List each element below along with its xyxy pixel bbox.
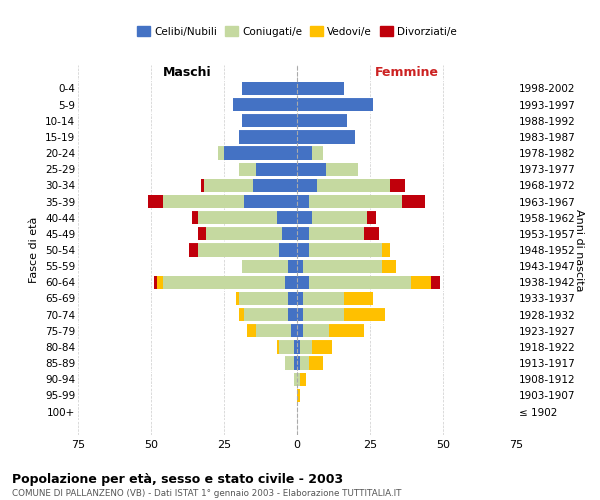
Bar <box>163 195 244 208</box>
Bar <box>344 308 385 321</box>
Bar <box>244 195 297 208</box>
Bar <box>288 292 297 305</box>
Bar <box>364 227 379 240</box>
Bar <box>297 389 300 402</box>
Bar <box>308 195 402 208</box>
Bar <box>200 179 203 192</box>
Bar <box>286 276 297 289</box>
Bar <box>203 179 253 192</box>
Bar <box>308 356 323 370</box>
Bar <box>277 340 280 353</box>
Bar <box>244 308 288 321</box>
Bar <box>308 244 382 256</box>
Bar <box>402 195 425 208</box>
Y-axis label: Anni di nascita: Anni di nascita <box>574 209 584 291</box>
Bar <box>206 227 283 240</box>
Bar <box>218 146 224 160</box>
Bar <box>198 244 280 256</box>
Bar <box>297 372 300 386</box>
Text: Maschi: Maschi <box>163 66 212 78</box>
Bar <box>431 276 440 289</box>
Text: COMUNE DI PALLANZENO (VB) - Dati ISTAT 1° gennaio 2003 - Elaborazione TUTTITALIA: COMUNE DI PALLANZENO (VB) - Dati ISTAT 1… <box>12 489 401 498</box>
Legend: Celibi/Nubili, Coniugati/e, Vedovi/e, Divorziati/e: Celibi/Nubili, Coniugati/e, Vedovi/e, Di… <box>133 22 461 40</box>
Bar <box>297 292 303 305</box>
Bar <box>382 244 391 256</box>
Bar <box>303 324 329 338</box>
Bar <box>256 162 297 176</box>
Bar <box>148 195 163 208</box>
Bar <box>297 179 317 192</box>
Bar <box>242 260 288 273</box>
Bar <box>280 340 294 353</box>
Bar <box>157 276 163 289</box>
Text: Femmine: Femmine <box>374 66 439 78</box>
Bar <box>294 356 297 370</box>
Bar <box>239 130 297 143</box>
Bar <box>411 276 431 289</box>
Bar <box>300 356 308 370</box>
Bar <box>297 260 303 273</box>
Bar <box>311 211 367 224</box>
Bar <box>253 179 297 192</box>
Bar <box>297 340 300 353</box>
Bar <box>317 179 391 192</box>
Bar <box>280 244 297 256</box>
Y-axis label: Fasce di età: Fasce di età <box>29 217 40 283</box>
Bar <box>344 292 373 305</box>
Bar <box>297 98 373 111</box>
Bar <box>247 324 256 338</box>
Bar <box>198 227 206 240</box>
Bar <box>297 195 308 208</box>
Bar <box>239 292 288 305</box>
Bar <box>297 324 303 338</box>
Bar <box>288 260 297 273</box>
Bar <box>288 308 297 321</box>
Bar <box>291 324 297 338</box>
Bar <box>308 227 364 240</box>
Bar <box>239 162 256 176</box>
Bar <box>303 308 344 321</box>
Bar <box>300 340 311 353</box>
Bar <box>297 114 347 128</box>
Bar <box>303 292 344 305</box>
Bar <box>297 276 308 289</box>
Bar <box>326 162 358 176</box>
Bar <box>297 82 344 95</box>
Bar <box>198 211 277 224</box>
Bar <box>311 146 323 160</box>
Bar <box>308 276 411 289</box>
Bar <box>297 308 303 321</box>
Bar <box>297 227 308 240</box>
Bar <box>256 324 291 338</box>
Bar <box>239 308 244 321</box>
Bar <box>311 340 332 353</box>
Bar <box>294 372 297 386</box>
Bar <box>367 211 376 224</box>
Bar <box>303 260 382 273</box>
Bar <box>391 179 405 192</box>
Bar <box>300 372 306 386</box>
Bar <box>382 260 396 273</box>
Bar <box>297 356 300 370</box>
Bar <box>233 98 297 111</box>
Bar <box>242 82 297 95</box>
Bar <box>297 162 326 176</box>
Bar <box>236 292 239 305</box>
Bar <box>192 211 198 224</box>
Bar <box>329 324 364 338</box>
Bar <box>154 276 157 289</box>
Bar <box>163 276 286 289</box>
Bar <box>297 130 355 143</box>
Bar <box>277 211 297 224</box>
Bar <box>297 211 311 224</box>
Bar <box>189 244 198 256</box>
Bar <box>286 356 294 370</box>
Text: Popolazione per età, sesso e stato civile - 2003: Popolazione per età, sesso e stato civil… <box>12 472 343 486</box>
Bar <box>297 146 311 160</box>
Bar <box>297 244 308 256</box>
Bar <box>294 340 297 353</box>
Bar <box>242 114 297 128</box>
Bar <box>224 146 297 160</box>
Bar <box>283 227 297 240</box>
